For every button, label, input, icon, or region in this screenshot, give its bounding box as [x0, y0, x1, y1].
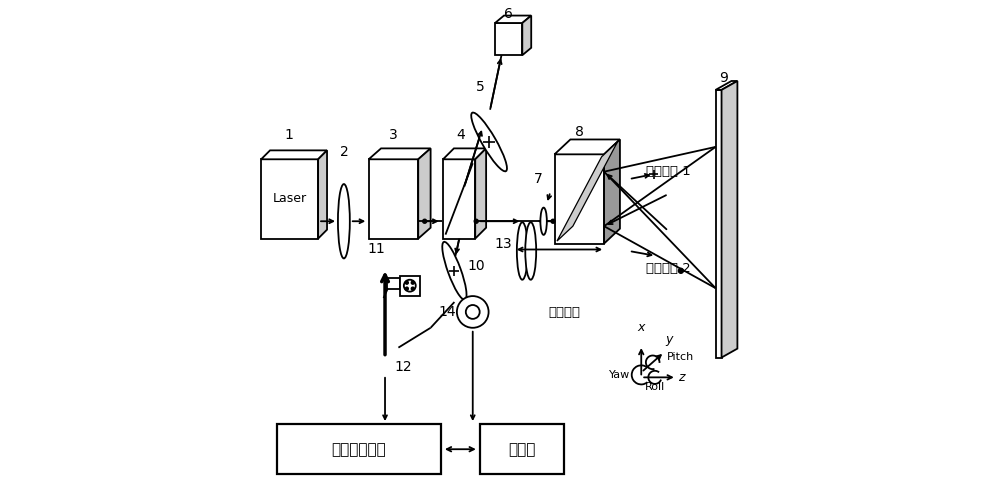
Ellipse shape: [525, 222, 536, 280]
Text: x: x: [638, 321, 645, 334]
Circle shape: [457, 296, 489, 328]
Polygon shape: [716, 81, 737, 90]
Bar: [443, 160, 475, 239]
Polygon shape: [522, 15, 531, 55]
Circle shape: [405, 281, 408, 284]
Text: y: y: [666, 332, 673, 345]
Text: 1: 1: [285, 128, 294, 142]
Bar: [261, 160, 318, 239]
Text: 14: 14: [439, 305, 456, 319]
Polygon shape: [318, 151, 327, 239]
Text: Pitch: Pitch: [667, 351, 694, 362]
Circle shape: [678, 268, 683, 273]
Bar: [369, 160, 418, 239]
Bar: [495, 23, 522, 55]
Polygon shape: [716, 90, 722, 357]
Bar: [555, 155, 604, 244]
Ellipse shape: [540, 208, 547, 235]
Polygon shape: [418, 149, 431, 239]
Text: 10: 10: [468, 259, 485, 273]
Text: 6: 6: [504, 7, 513, 21]
Text: Roll: Roll: [645, 382, 665, 392]
Text: 12: 12: [395, 360, 412, 374]
Text: Laser: Laser: [273, 192, 307, 205]
Bar: [480, 424, 564, 474]
Circle shape: [466, 305, 480, 319]
Text: 测量光束 2: 测量光束 2: [646, 262, 691, 275]
Text: 5: 5: [476, 81, 485, 94]
Circle shape: [405, 287, 408, 290]
Polygon shape: [722, 81, 737, 357]
Circle shape: [404, 280, 416, 292]
Text: 8: 8: [575, 125, 584, 139]
Text: 4: 4: [456, 128, 465, 142]
Text: 13: 13: [495, 237, 512, 250]
Text: 3: 3: [389, 128, 398, 142]
Ellipse shape: [442, 242, 467, 300]
Polygon shape: [495, 15, 531, 23]
Text: 计算机: 计算机: [509, 442, 536, 457]
Text: 被测对象: 被测对象: [548, 307, 580, 320]
Circle shape: [423, 219, 427, 223]
Text: 9: 9: [720, 71, 728, 84]
Polygon shape: [604, 140, 620, 244]
Text: 7: 7: [534, 172, 543, 186]
Text: 2: 2: [340, 145, 348, 159]
Ellipse shape: [338, 184, 350, 258]
Polygon shape: [443, 149, 486, 160]
Text: Yaw: Yaw: [609, 370, 630, 380]
Ellipse shape: [471, 112, 507, 171]
Ellipse shape: [517, 222, 528, 280]
Bar: [277, 424, 441, 474]
Circle shape: [474, 219, 478, 223]
Polygon shape: [557, 142, 617, 241]
Circle shape: [411, 281, 414, 284]
Bar: [400, 276, 420, 296]
Circle shape: [411, 287, 414, 290]
Polygon shape: [261, 151, 327, 160]
Bar: [387, 278, 400, 289]
Polygon shape: [475, 149, 486, 239]
Polygon shape: [555, 140, 620, 155]
Circle shape: [551, 219, 555, 223]
Text: 11: 11: [367, 243, 385, 256]
Text: z: z: [678, 371, 685, 384]
Text: 测量光束 1: 测量光束 1: [646, 165, 691, 178]
Polygon shape: [369, 149, 431, 160]
Text: 信号处理单元: 信号处理单元: [331, 442, 386, 457]
